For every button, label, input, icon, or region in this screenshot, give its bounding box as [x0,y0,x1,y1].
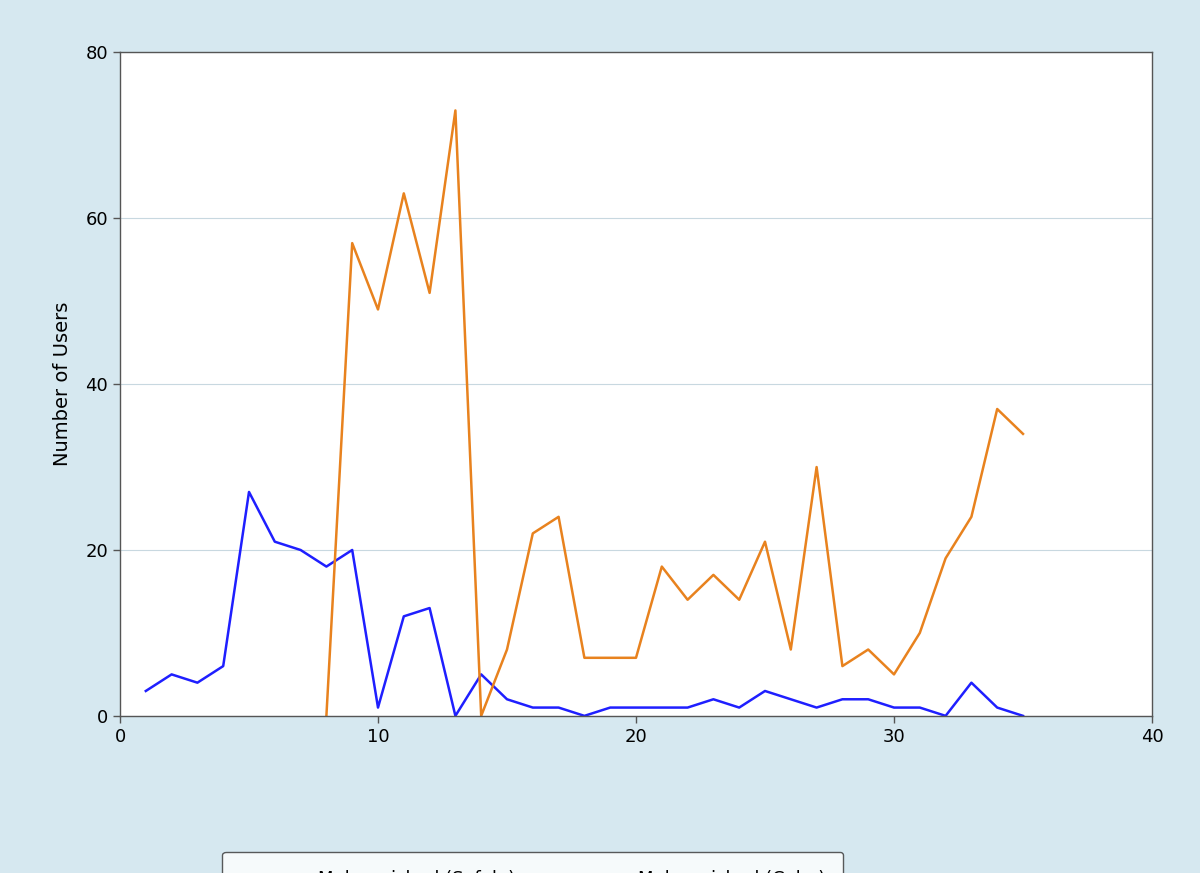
Legend: Malnourished (Sofala), Malnourished (Cabo): Malnourished (Sofala), Malnourished (Cab… [222,852,844,873]
Y-axis label: Number of Users: Number of Users [53,302,72,466]
